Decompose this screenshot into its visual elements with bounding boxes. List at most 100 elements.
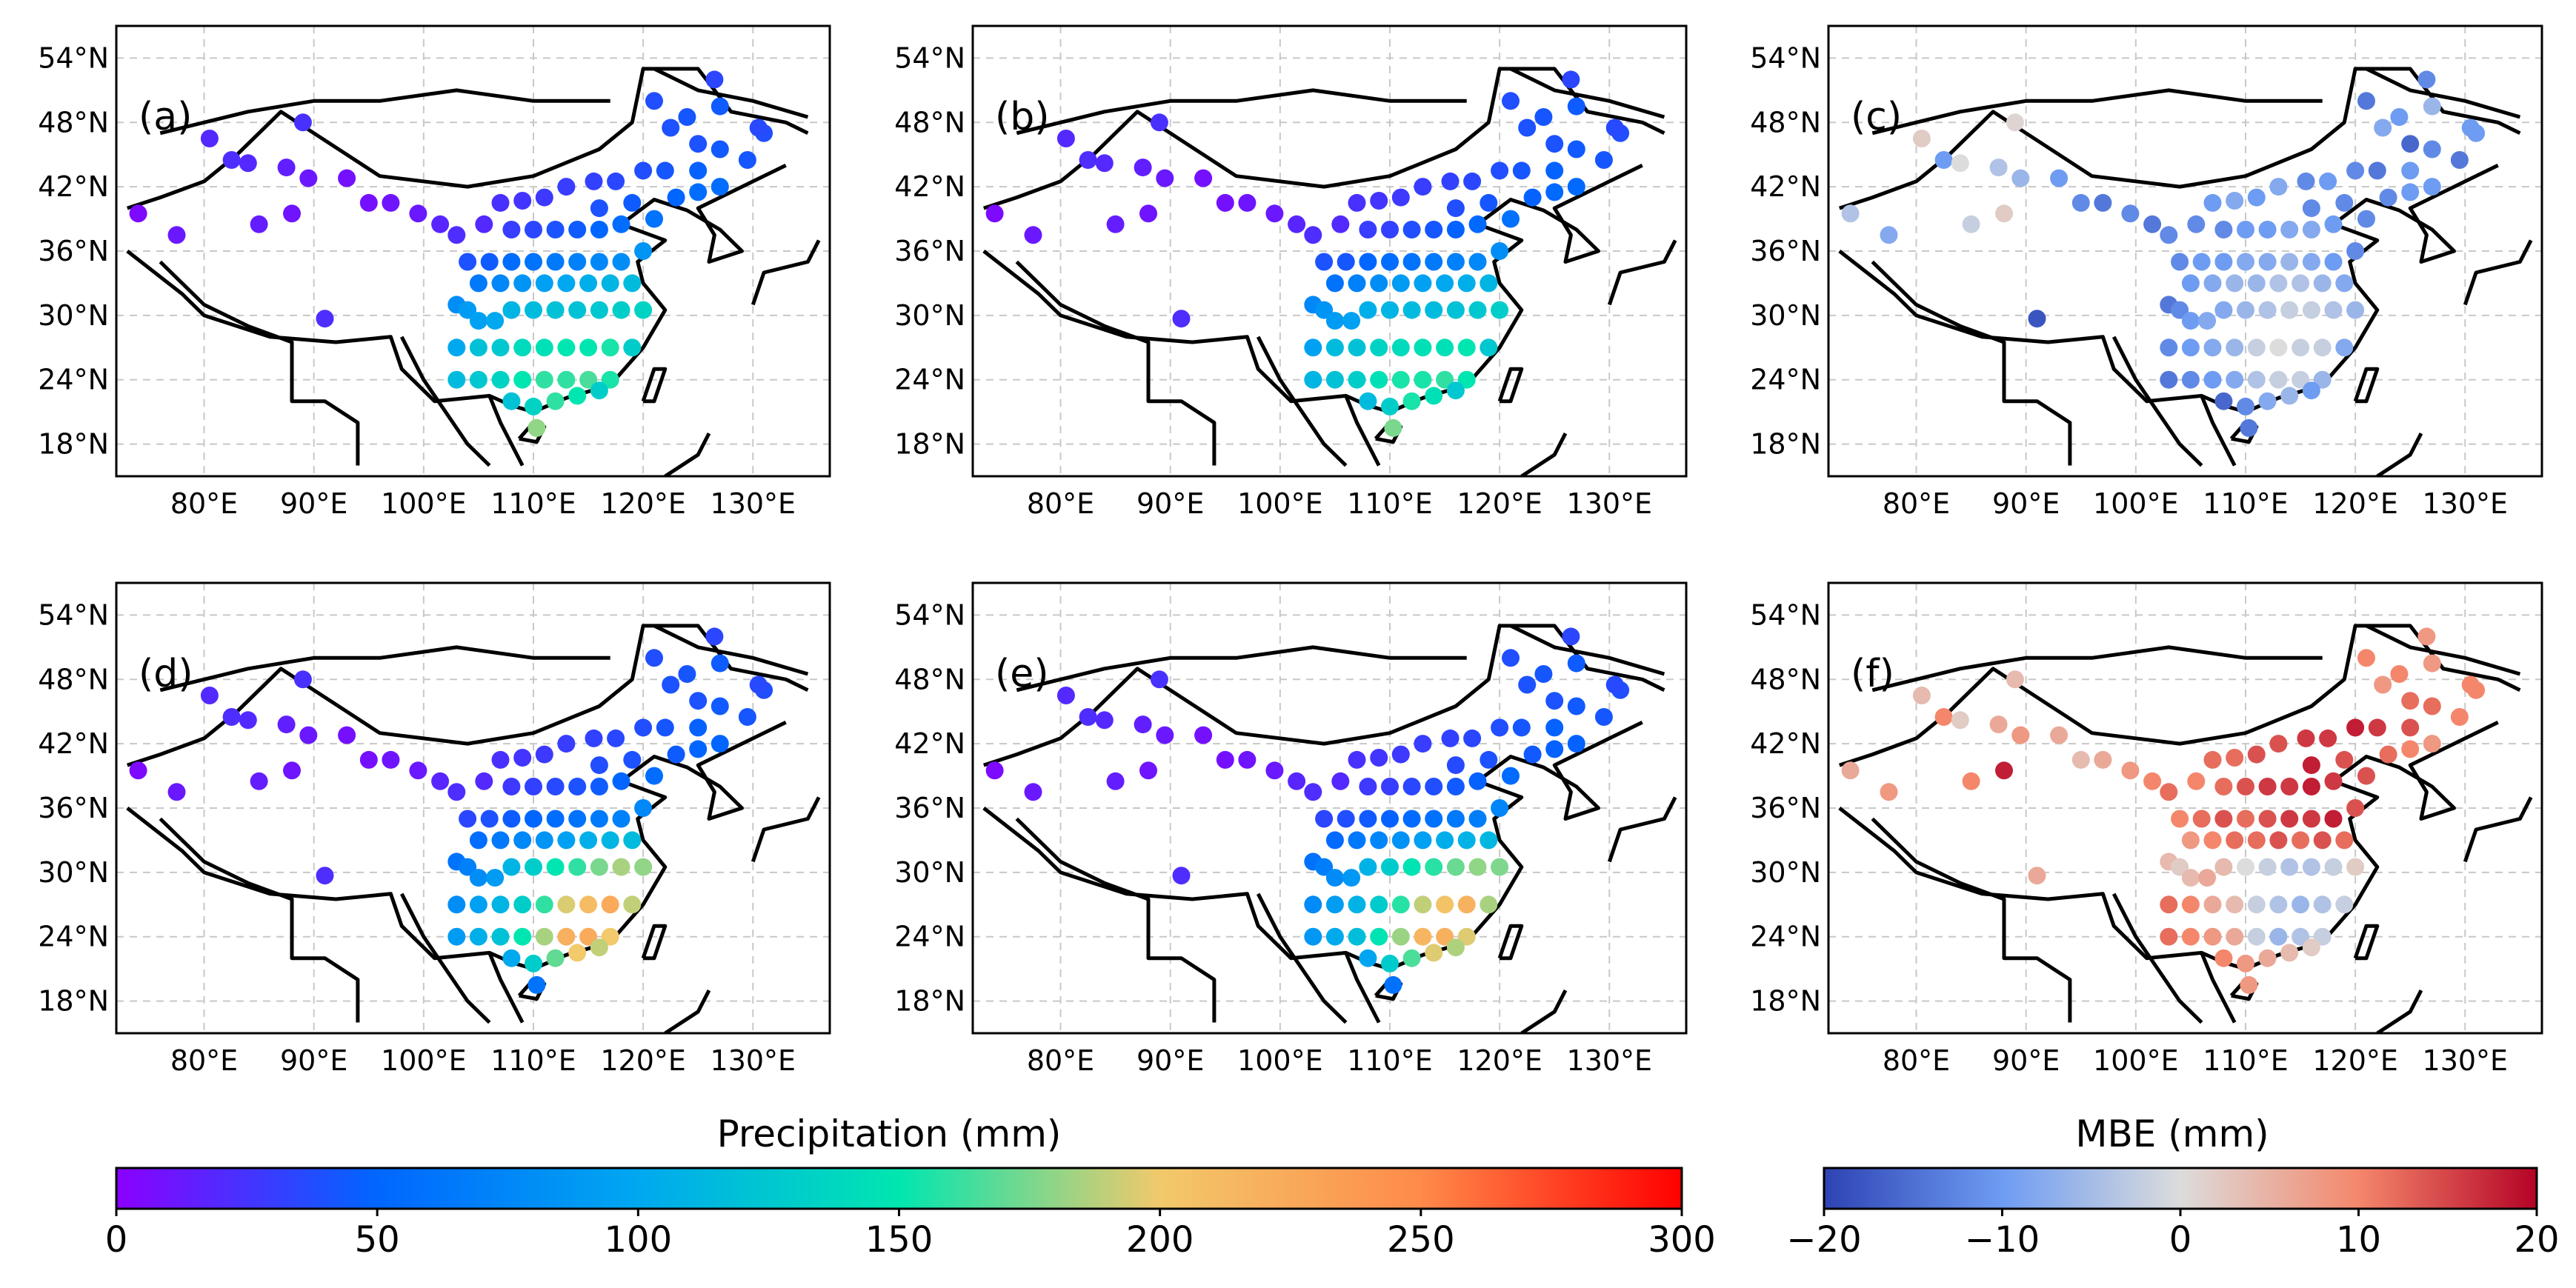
station-point xyxy=(1436,927,1454,946)
station-point xyxy=(2143,215,2162,233)
station-point xyxy=(1545,135,1564,153)
station-point xyxy=(612,215,630,233)
station-point xyxy=(2214,301,2233,319)
station-point xyxy=(1468,772,1487,790)
station-point xyxy=(299,169,318,187)
station-point xyxy=(2401,718,2420,737)
station-point xyxy=(2203,370,2222,389)
colorbar-tick-label: −20 xyxy=(1786,1219,1861,1261)
station-point xyxy=(1315,858,1334,876)
station-point xyxy=(513,370,532,389)
panels-layer: (a) 54°N 48°N 42°N 36°N 30°N 24°N 18°N 80°E 90°E 1… xyxy=(38,24,2543,1077)
station-point xyxy=(2302,221,2320,238)
station-point xyxy=(1402,858,1421,876)
station-point xyxy=(2302,938,2320,957)
station-point xyxy=(579,370,598,389)
station-point xyxy=(2187,215,2206,233)
station-point xyxy=(738,151,756,169)
station-point xyxy=(568,387,587,405)
panel-frame xyxy=(971,24,1688,478)
station-point xyxy=(1325,895,1344,914)
lon-tick-label: 90°E xyxy=(1992,487,2060,520)
station-point xyxy=(623,750,642,769)
station-point xyxy=(1315,253,1334,271)
station-point xyxy=(1425,778,1443,795)
station-point xyxy=(705,70,724,89)
station-point xyxy=(1056,130,1075,147)
station-point xyxy=(1502,92,1520,110)
station-point xyxy=(546,301,565,319)
station-point xyxy=(1381,253,1399,271)
station-point xyxy=(1359,301,1377,319)
lat-tick-label: 48°N xyxy=(1750,106,1821,139)
station-point xyxy=(1370,370,1388,389)
lat-tick-label: 54°N xyxy=(1750,41,1821,74)
station-point xyxy=(2226,895,2244,914)
station-point xyxy=(502,221,521,238)
station-point xyxy=(2390,665,2409,683)
station-point xyxy=(645,92,663,110)
station-point xyxy=(2423,735,2441,753)
mbe-colorbar: MBE (mm) −20 −10 0 10 20 xyxy=(1786,1112,2559,1261)
lat-tick-label: 48°N xyxy=(894,663,965,695)
station-point xyxy=(2401,692,2420,710)
station-point xyxy=(1594,708,1613,726)
station-point xyxy=(447,338,466,357)
lon-tick-label: 110°E xyxy=(2203,487,2289,520)
station-point xyxy=(2302,756,2320,775)
station-point xyxy=(1348,831,1366,850)
station-point xyxy=(1567,697,1585,715)
station-point xyxy=(1567,97,1585,116)
lat-tick-label: 36°N xyxy=(894,792,965,824)
station-point xyxy=(1265,204,1284,223)
station-point xyxy=(1545,740,1564,758)
lon-tick-label: 90°E xyxy=(280,1044,347,1077)
station-point xyxy=(491,370,510,389)
station-point xyxy=(1457,895,1476,914)
station-point xyxy=(2368,718,2386,737)
station-point xyxy=(2247,274,2266,293)
lat-tick-label: 18°N xyxy=(1750,428,1821,461)
lon-tick-label: 130°E xyxy=(1567,1044,1653,1077)
station-point xyxy=(535,895,553,914)
station-point xyxy=(607,729,625,747)
station-point xyxy=(2160,783,2178,801)
station-point xyxy=(2258,253,2277,271)
station-point xyxy=(2214,858,2233,876)
station-point xyxy=(222,708,241,726)
station-point xyxy=(1491,242,1509,260)
station-point xyxy=(557,927,576,946)
station-point xyxy=(623,895,642,914)
station-point xyxy=(1425,944,1443,962)
station-point xyxy=(1348,193,1366,212)
station-point xyxy=(1370,338,1388,357)
lon-tick-label: 100°E xyxy=(2093,487,2179,520)
station-point xyxy=(1391,274,1410,293)
station-point xyxy=(2192,810,2211,828)
station-point xyxy=(2181,831,2200,850)
station-point xyxy=(612,858,630,876)
station-point xyxy=(382,750,400,769)
station-point xyxy=(2335,895,2354,914)
station-point xyxy=(1457,370,1476,389)
station-point xyxy=(459,810,477,828)
lat-tick-label: 24°N xyxy=(1750,364,1821,396)
lat-tick-label: 24°N xyxy=(38,921,109,953)
station-point xyxy=(2280,253,2299,271)
station-point xyxy=(1391,188,1410,207)
panel-label: (b) xyxy=(995,95,1050,139)
station-point xyxy=(1512,718,1531,737)
station-point xyxy=(985,761,1004,780)
station-point xyxy=(2171,858,2189,876)
station-point xyxy=(568,221,587,238)
station-point xyxy=(546,810,565,828)
station-point xyxy=(590,253,608,271)
precipitation-colorbar-ticks: 0 50 100 150 200 250 300 xyxy=(105,1209,1716,1261)
station-point xyxy=(2423,178,2441,196)
lon-tick-label: 120°E xyxy=(1457,487,1542,520)
station-point xyxy=(502,253,521,271)
lat-tick-label: 30°N xyxy=(894,299,965,332)
station-point xyxy=(557,338,576,357)
station-point xyxy=(2280,858,2299,876)
station-point xyxy=(1134,715,1152,734)
